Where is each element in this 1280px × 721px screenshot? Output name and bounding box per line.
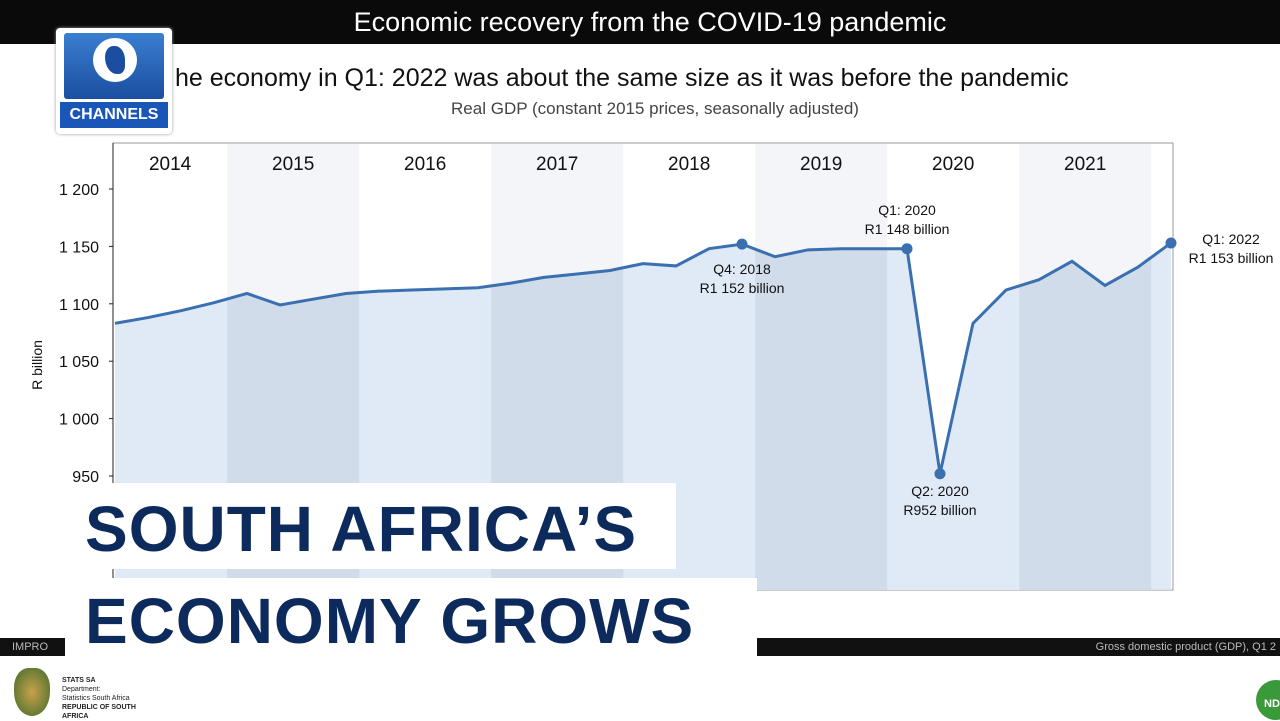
annotation-label: Q4: 2018 bbox=[713, 261, 771, 277]
year-label: 2016 bbox=[404, 154, 446, 175]
stats-sa-name: STATS SA bbox=[62, 677, 96, 684]
slide-title-bar: Economic recovery from the COVID-19 pand… bbox=[0, 0, 1280, 44]
stats-sa-dept: Department: bbox=[62, 686, 101, 693]
lower-third-line-1: SOUTH AFRICA’S bbox=[65, 483, 676, 569]
year-label: 2015 bbox=[272, 154, 314, 175]
africa-globe-icon bbox=[64, 33, 164, 99]
coat-of-arms-icon bbox=[14, 668, 50, 716]
stats-sa-logo: STATS SA Department: Statistics South Af… bbox=[14, 668, 50, 721]
year-label: 2017 bbox=[536, 154, 578, 175]
year-label: 2019 bbox=[800, 154, 842, 175]
y-axis-label: R billion bbox=[29, 340, 45, 390]
year-label: 2014 bbox=[149, 154, 192, 175]
annotation-label: R1 148 billion bbox=[865, 221, 950, 237]
channels-logo: CHANNELS bbox=[56, 28, 172, 134]
stats-sa-org: Statistics South Africa bbox=[62, 695, 130, 702]
annotation-label: Q1: 2022 bbox=[1202, 231, 1260, 247]
y-tick-label: 1 100 bbox=[59, 297, 99, 314]
year-label: 2020 bbox=[932, 154, 974, 175]
y-tick-label: 1 200 bbox=[59, 182, 99, 199]
slide-title: Economic recovery from the COVID-19 pand… bbox=[354, 7, 947, 37]
stats-sa-country: REPUBLIC OF SOUTH AFRICA bbox=[62, 704, 136, 720]
annotation-label: R952 billion bbox=[903, 502, 976, 518]
channels-logo-text: CHANNELS bbox=[60, 102, 168, 128]
annotation-label: R1 153 billion bbox=[1189, 250, 1274, 266]
band-left-text: IMPRO bbox=[12, 638, 48, 656]
annotation-label: Q1: 2020 bbox=[878, 202, 936, 218]
y-tick-label: 1 000 bbox=[59, 412, 99, 429]
annotated-point bbox=[935, 468, 946, 479]
chart-title: Real GDP (constant 2015 prices, seasonal… bbox=[0, 99, 1280, 119]
slide-headline: he economy in Q1: 2022 was about the sam… bbox=[175, 64, 1069, 93]
annotated-point bbox=[1166, 237, 1177, 248]
y-tick-label: 1 050 bbox=[59, 354, 99, 371]
lower-third-line-2: ECONOMY GROWS bbox=[65, 578, 757, 658]
annotated-point bbox=[737, 239, 748, 250]
annotated-point bbox=[902, 243, 913, 254]
year-label: 2018 bbox=[668, 154, 710, 175]
annotation-label: Q2: 2020 bbox=[911, 483, 969, 499]
year-label: 2021 bbox=[1064, 154, 1106, 175]
annotation-label: R1 152 billion bbox=[700, 280, 785, 296]
band-right-text: Gross domestic product (GDP), Q1 2 bbox=[1096, 638, 1276, 656]
y-tick-label: 1 150 bbox=[59, 239, 99, 256]
